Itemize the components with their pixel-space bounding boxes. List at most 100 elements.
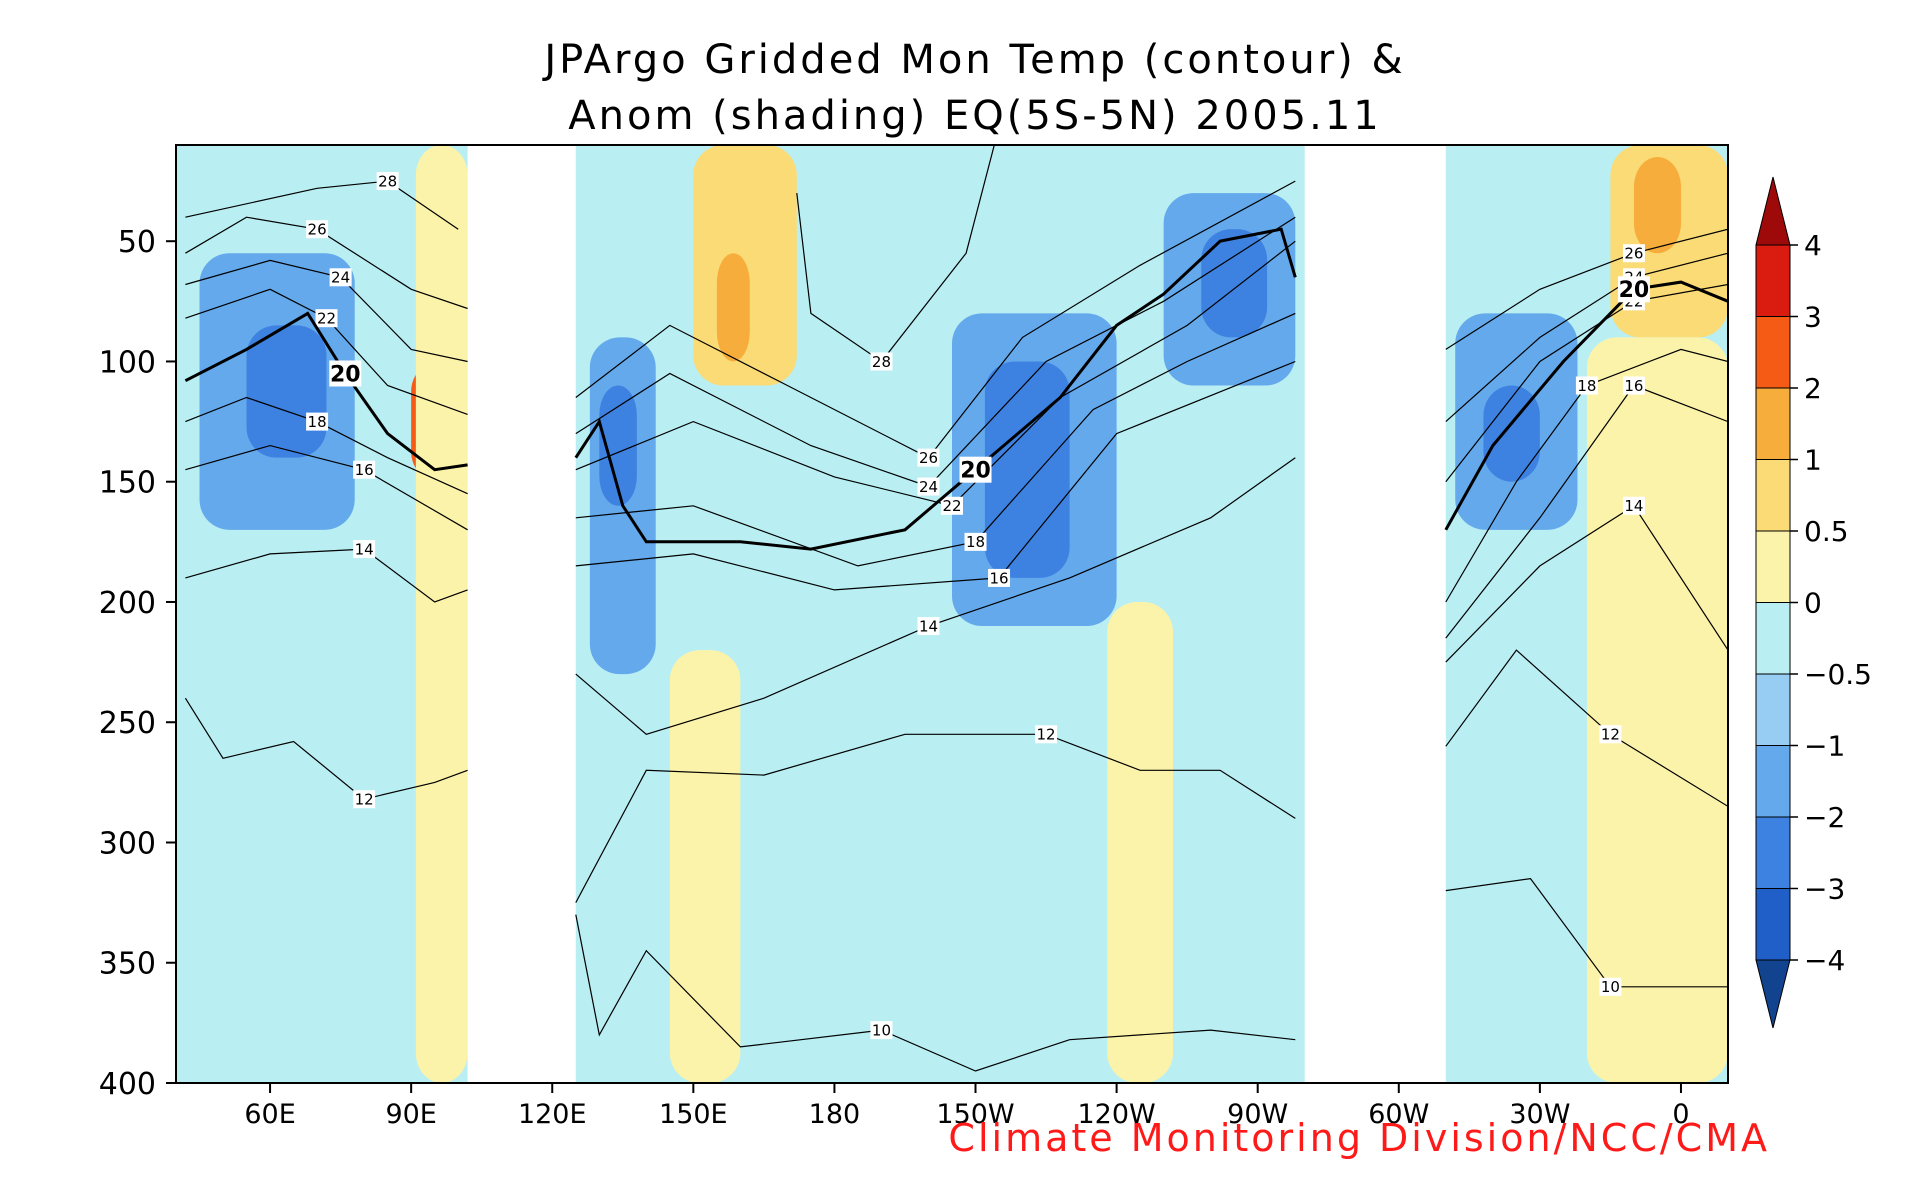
anomaly-patch (716, 253, 750, 362)
colorbar-label: −4 (1804, 944, 1845, 977)
contour-label-14: 14 (919, 617, 938, 635)
y-tick-label: 250 (99, 706, 156, 741)
contour-label-10: 10 (1601, 978, 1620, 996)
contour-label-bg (941, 496, 963, 515)
anomaly-patch (984, 361, 1070, 578)
x-tick-label: 30W (1509, 1099, 1570, 1130)
contour-line-26 (1445, 228, 1728, 350)
contour-label-bg (1035, 725, 1058, 744)
contour-label-bg (306, 220, 329, 239)
colorbar-label: −0.5 (1804, 658, 1872, 691)
contour-label-26: 26 (1624, 245, 1643, 263)
y-tick-label: 100 (99, 345, 156, 380)
contour-label-bg (376, 172, 399, 191)
colorbar-label: 2 (1804, 372, 1822, 405)
missing-data-band (1304, 145, 1446, 1083)
contour-label-bg (353, 460, 376, 479)
x-tick-label: 150E (659, 1099, 728, 1130)
anomaly-patch (669, 650, 741, 1083)
x-tick-label: 60W (1368, 1099, 1429, 1130)
colorbar-label: 0 (1804, 587, 1822, 620)
x-axis: 60E 90E 120E 150E 180 150W 120W 90W 60W 30W 0 (244, 1083, 1690, 1130)
x-tick-label: 180 (809, 1099, 861, 1130)
x-tick-label: 150W (936, 1099, 1014, 1130)
contour-label-16: 16 (355, 461, 374, 479)
contour-label-bg (1575, 376, 1598, 395)
y-tick-label: 200 (99, 586, 156, 621)
colorbar-segment (1755, 745, 1791, 818)
anomaly-patch (1586, 337, 1728, 1083)
contour-line-20 (1444, 280, 1728, 531)
plot-frame (175, 144, 1729, 1084)
colorbar-segment (1755, 888, 1791, 961)
chart-title-line1: JPArgo Gridded Mon Temp (contour) & (541, 37, 1405, 83)
contour-label-12: 12 (1601, 726, 1620, 744)
contour-label-bg (917, 477, 940, 496)
missing-data-band (467, 145, 576, 1083)
y-tick-label: 50 (118, 225, 156, 260)
contour-label-bg (1599, 725, 1622, 744)
contour-line-12 (575, 733, 1296, 903)
contour-label-18: 18 (1577, 377, 1596, 395)
contour-label-12: 12 (1037, 726, 1056, 744)
contour-label-bg (959, 456, 992, 483)
colorbar-label: 1 (1804, 444, 1822, 477)
y-axis: 50 100 150 200 250 300 350 400 (99, 225, 176, 1102)
contour-label-12: 12 (355, 791, 374, 809)
anomaly-patch (415, 145, 468, 1083)
contour-label-bg (1599, 977, 1622, 996)
contour-label-bg (1622, 496, 1645, 515)
colorbar-label: 4 (1804, 229, 1822, 262)
anomaly-patch (1107, 601, 1174, 1083)
anomaly-patch (1201, 229, 1268, 338)
contour-line-22 (1445, 283, 1728, 483)
y-tick-label: 300 (99, 826, 156, 861)
contour-label-bg (1622, 376, 1645, 395)
contour-label-bg (917, 448, 940, 467)
credit-text: Climate Monitoring Division/NCC/CMA (948, 1116, 1770, 1160)
contour-label-14: 14 (355, 540, 374, 558)
colorbar-label: −3 (1804, 873, 1845, 906)
anomaly-shading (176, 145, 1728, 1083)
contour-label-26: 26 (919, 449, 938, 467)
contour-label-22: 22 (942, 497, 961, 515)
anomaly-patch (1483, 385, 1540, 482)
contour-label-16: 16 (989, 569, 1008, 587)
x-tick-label: 60E (244, 1099, 295, 1130)
contour-label-10: 10 (872, 1021, 891, 1039)
colorbar-legend: 4 3 2 1 0.5 0 −0.5 −1 −2 −3 −4 (1755, 176, 1872, 1029)
colorbar-segment (1755, 459, 1791, 532)
contour-label-bg (353, 540, 376, 559)
contour-label-bg (870, 1021, 893, 1040)
contour-label-20: 20 (330, 362, 361, 387)
contour-label-bg (329, 360, 362, 387)
contour-label-18: 18 (308, 413, 327, 431)
colorbar-label: −2 (1804, 801, 1845, 834)
x-tick-label: 90W (1227, 1099, 1288, 1130)
contour-line-12 (184, 697, 468, 800)
colorbar-segment (1755, 673, 1791, 746)
contour-line-10 (1445, 877, 1728, 988)
colorbar-segment (1755, 387, 1791, 460)
y-tick-label: 350 (99, 947, 156, 982)
contour-label-bg (1622, 244, 1645, 263)
plot-area: 2826242220181614122826242220181614121026… (175, 144, 1729, 1084)
x-tick-label: 90E (385, 1099, 436, 1130)
colorbar-bottom-arrow (1755, 959, 1791, 1029)
contour-label-26: 26 (308, 221, 327, 239)
contour-line-14 (1445, 504, 1728, 663)
x-tick-label: 120E (518, 1099, 587, 1130)
contour-label-24: 24 (919, 478, 938, 496)
missing-data-bands (467, 145, 1446, 1083)
contour-line-28 (185, 180, 459, 230)
x-tick-label: 0 (1672, 1099, 1689, 1130)
contour-label-16: 16 (1624, 377, 1643, 395)
contour-line-24 (1445, 252, 1728, 423)
contour-label-bg (306, 412, 329, 431)
contour-label-bg (315, 309, 338, 328)
y-tick-label: 400 (99, 1067, 156, 1102)
contour-label-22: 22 (317, 310, 336, 328)
anomaly-patch (1633, 157, 1681, 254)
temperature-contours: 2826242220181614122826242220181614121026… (184, 145, 1728, 1072)
